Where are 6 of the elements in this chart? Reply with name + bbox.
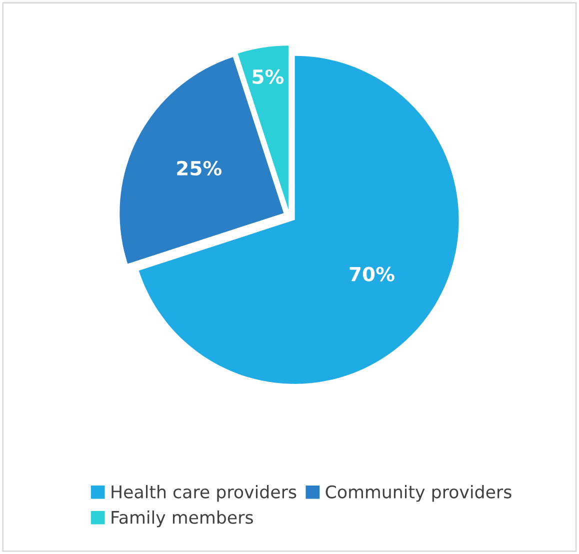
- legend-label: Family members: [112, 510, 253, 528]
- legend-label: Health care providers: [112, 485, 296, 502]
- data-label: 25%: [177, 160, 222, 176]
- data-label: 5%: [252, 69, 284, 84]
- data-label: 70%: [350, 266, 394, 282]
- legend-label: Community providers: [326, 485, 512, 502]
